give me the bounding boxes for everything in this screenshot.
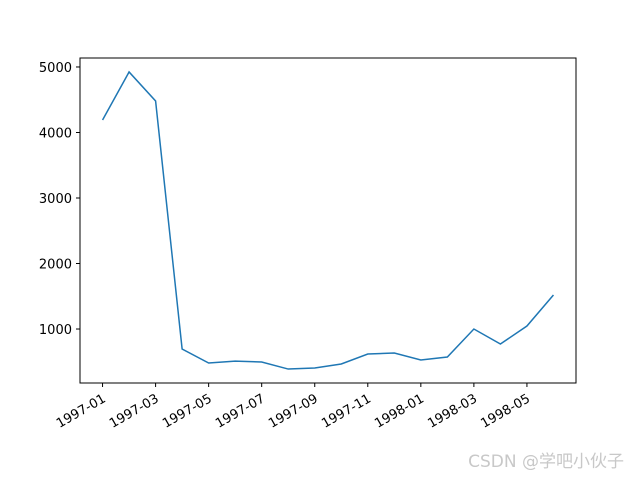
line-series [101, 70, 555, 370]
x-tick-label: 1998-05 [478, 391, 533, 431]
x-tick-label: 1997-11 [319, 391, 374, 431]
x-tick-label: 1998-01 [372, 391, 427, 431]
x-tick-label: 1998-03 [425, 391, 480, 431]
x-tick-label: 1997-09 [266, 391, 321, 431]
y-tick-label: 3000 [39, 192, 72, 207]
x-tick-label: 1997-07 [213, 391, 268, 431]
y-tick-label: 1000 [39, 323, 72, 338]
y-tick-label: 4000 [39, 126, 72, 141]
x-tick-label: 1997-05 [160, 391, 215, 431]
watermark: CSDN @学吧小伙子 [468, 452, 624, 472]
axes-frame [79, 57, 577, 384]
x-tick-label: 1997-01 [54, 391, 109, 431]
y-tick-label: 2000 [39, 258, 72, 273]
x-tick-label: 1997-03 [107, 391, 162, 431]
y-tick-label: 5000 [39, 61, 72, 76]
